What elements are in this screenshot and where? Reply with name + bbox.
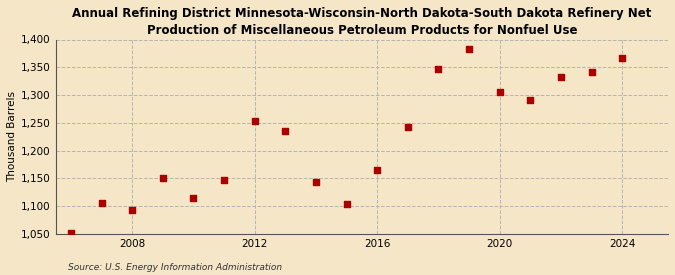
Point: [280, 129, 291, 133]
Point: [586, 70, 597, 75]
Point: [464, 47, 475, 51]
Point: [97, 201, 107, 206]
Point: [219, 178, 230, 182]
Point: [402, 125, 413, 129]
Text: Source: U.S. Energy Information Administration: Source: U.S. Energy Information Administ…: [68, 263, 281, 272]
Point: [310, 180, 321, 185]
Point: [617, 56, 628, 60]
Point: [65, 231, 76, 236]
Point: [494, 90, 505, 95]
Title: Annual Refining District Minnesota-Wisconsin-North Dakota-South Dakota Refinery : Annual Refining District Minnesota-Wisco…: [72, 7, 651, 37]
Y-axis label: Thousand Barrels: Thousand Barrels: [7, 91, 17, 182]
Point: [188, 196, 199, 200]
Point: [249, 119, 260, 123]
Point: [157, 176, 168, 181]
Point: [525, 98, 536, 102]
Point: [372, 168, 383, 172]
Point: [556, 75, 566, 79]
Point: [433, 67, 444, 71]
Point: [341, 202, 352, 206]
Point: [127, 207, 138, 212]
